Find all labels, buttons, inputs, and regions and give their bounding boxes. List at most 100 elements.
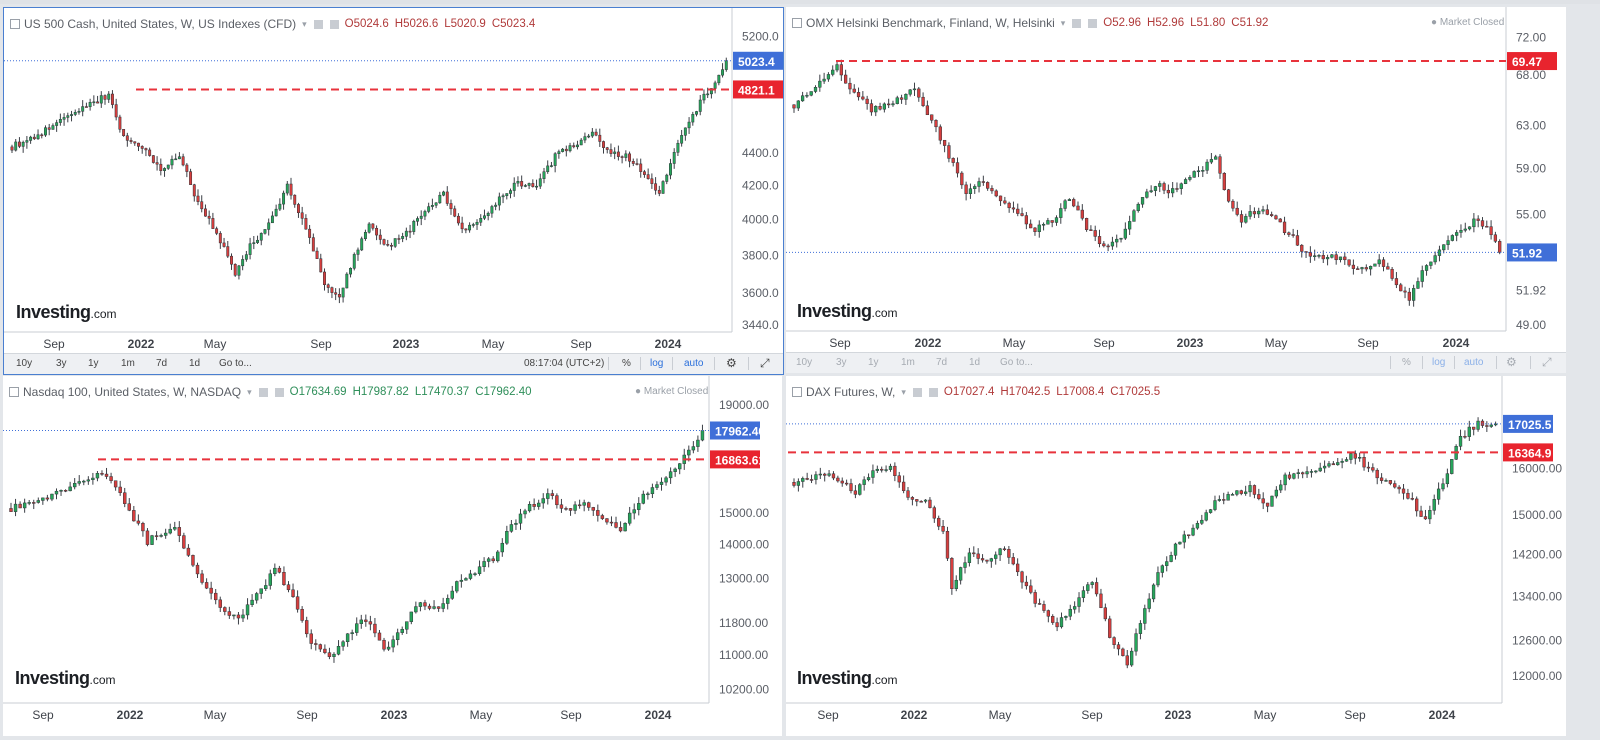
collapse-icon[interactable] (792, 18, 802, 28)
candle-body (1424, 265, 1429, 271)
candle-body (561, 148, 565, 152)
candle-body (259, 233, 263, 241)
candle-body (587, 502, 591, 508)
candle-body (464, 578, 468, 581)
chart-panel-us500[interactable]: 5200.0 4400.0 4200.0 4000.0 3800.0 3600.0 3440… (3, 7, 784, 375)
chevron-down-icon[interactable]: ▾ (302, 18, 307, 29)
candle-body (1445, 473, 1450, 485)
candle-body (244, 254, 248, 260)
candle-body (1338, 256, 1343, 261)
range-10y-button[interactable]: 10y (796, 357, 813, 368)
candle-body (1244, 216, 1248, 223)
auto-toggle[interactable]: auto (684, 358, 704, 369)
settings-icon[interactable] (258, 387, 268, 397)
candle-body (186, 547, 191, 556)
goto-button[interactable]: Go to... (219, 358, 252, 369)
close-icon[interactable] (1088, 18, 1098, 28)
range-1y-button[interactable]: 1y (868, 357, 879, 368)
range-1m-button[interactable]: 1m (901, 357, 915, 368)
candle-body (813, 87, 818, 92)
settings-icon[interactable] (912, 387, 922, 397)
chart-svg-us500[interactable]: 5200.0 4400.0 4200.0 4000.0 3800.0 3600.0 3440… (4, 8, 783, 374)
range-3y-button[interactable]: 3y (836, 357, 847, 368)
candle-body (268, 573, 272, 586)
candle-body (650, 487, 655, 495)
gear-icon[interactable]: ⚙ (726, 356, 737, 370)
candle-body (1084, 218, 1089, 230)
close-icon[interactable] (928, 387, 938, 397)
candle-body (1432, 499, 1436, 511)
candle-body (1493, 423, 1498, 426)
range-7d-button[interactable]: 7d (156, 358, 168, 369)
range-3y-button[interactable]: 3y (56, 358, 67, 369)
chart-svg-nasdaq100[interactable]: 19000.00 15000.00 14000.00 13000.00 11800.00… (3, 376, 782, 736)
candle-body (665, 174, 669, 182)
candle-body (518, 513, 523, 524)
chevron-down-icon[interactable]: ▾ (901, 386, 906, 397)
candle-body (414, 606, 418, 613)
range-1d-button[interactable]: 1d (189, 358, 201, 369)
range-1d-button[interactable]: 1d (969, 357, 981, 368)
chart-svg-dax-futures[interactable]: 16000.00 15000.00 14200.00 13400.00 12600.00… (786, 376, 1566, 736)
candle-body (520, 181, 524, 187)
candle-body (895, 97, 899, 104)
log-toggle[interactable]: log (650, 358, 664, 369)
candle-body (1416, 281, 1420, 289)
settings-icon[interactable] (1072, 18, 1082, 28)
y-tick-label: 5200.0 (742, 30, 779, 44)
candle-body (844, 482, 849, 485)
candle-body (1140, 197, 1145, 205)
candle-body (527, 504, 532, 512)
settings-icon[interactable] (313, 19, 323, 29)
candle-body (22, 502, 27, 509)
chevron-down-icon[interactable]: ▾ (1060, 17, 1066, 28)
candle-body (170, 158, 174, 166)
chart-svg-omx-helsinki[interactable]: 72.00 68.00 63.00 59.00 55.00 51.92 49.00 Sep 20… (786, 7, 1566, 373)
range-1m-button[interactable]: 1m (121, 358, 135, 369)
candle-body (207, 215, 211, 219)
chart-panel-nasdaq100[interactable]: 19000.00 15000.00 14000.00 13000.00 11800.00… (3, 376, 782, 736)
range-1y-button[interactable]: 1y (88, 358, 99, 369)
candle-body (364, 619, 368, 622)
candle-body (1327, 463, 1331, 467)
candle-body (1287, 232, 1291, 235)
candle-body (289, 183, 293, 196)
goto-button[interactable]: Go to... (1000, 357, 1033, 368)
candle-body (1183, 179, 1188, 184)
gear-icon[interactable]: ⚙ (1506, 355, 1517, 369)
x-tick-label: May (1003, 336, 1026, 350)
candle-body (1217, 499, 1222, 501)
x-tick-label: Sep (1081, 708, 1103, 722)
candle-body (805, 94, 809, 97)
percent-toggle[interactable]: % (1402, 357, 1411, 368)
candle-body (542, 171, 546, 179)
fullscreen-icon[interactable]: ⤢ (760, 356, 770, 370)
chevron-down-icon[interactable]: ▾ (247, 386, 252, 397)
range-10y-button[interactable]: 10y (16, 358, 33, 369)
auto-toggle[interactable]: auto (1464, 357, 1484, 368)
candle-body (293, 194, 297, 205)
candle-body (862, 479, 866, 485)
candle-body (132, 510, 136, 522)
collapse-icon[interactable] (9, 387, 19, 397)
candle-body (678, 463, 682, 470)
candle-body (1403, 290, 1407, 293)
candle-body (967, 552, 972, 563)
candle-body (233, 263, 237, 276)
chart-panel-dax-futures[interactable]: 16000.00 15000.00 14200.00 13400.00 12600.00… (786, 376, 1566, 736)
close-icon[interactable] (329, 19, 339, 29)
candle-body (531, 183, 535, 187)
y-tick-label: 14000.00 (719, 538, 769, 552)
collapse-icon[interactable] (10, 19, 20, 29)
collapse-icon[interactable] (792, 387, 802, 397)
range-7d-button[interactable]: 7d (936, 357, 948, 368)
close-icon[interactable] (274, 387, 284, 397)
candle-body (150, 535, 154, 545)
percent-toggle[interactable]: % (622, 358, 631, 369)
fullscreen-icon[interactable]: ⤢ (1542, 355, 1552, 369)
chart-panel-omx-helsinki[interactable]: 72.00 68.00 63.00 59.00 55.00 51.92 49.00 Sep 20… (786, 7, 1566, 373)
x-tick-label: 2022 (915, 336, 942, 350)
ohlc-high: H52.96 (1147, 17, 1185, 29)
log-toggle[interactable]: log (1432, 357, 1446, 368)
candle-body (1214, 156, 1218, 160)
